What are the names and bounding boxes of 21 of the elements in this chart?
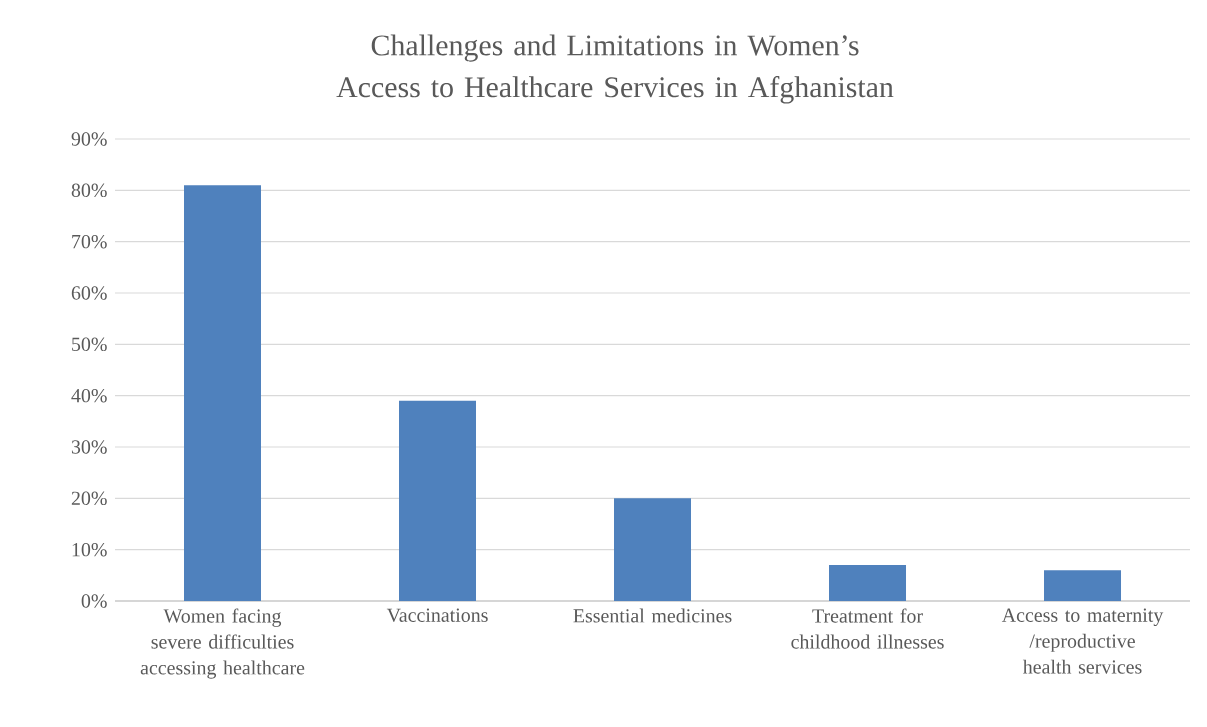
y-tick-label: 20% (71, 491, 107, 506)
y-tick-label: 0% (81, 594, 107, 608)
bar (1044, 570, 1122, 601)
y-tick-label: 80% (71, 183, 107, 198)
bar (614, 498, 691, 601)
x-tick-label: Women facing severe difficulties accessing healthcare (140, 608, 305, 679)
x-tick-label: Essential medicines (573, 608, 732, 623)
y-tick-label: 90% (71, 132, 107, 146)
x-tick-label: Vaccinations (386, 608, 488, 623)
chart-title: Challenges and Limitations in Women’s Access to Healthcare Services in Afghanistan (336, 34, 894, 104)
y-tick-label: 70% (72, 234, 107, 249)
x-tick-label: Access to maternity /reproductive health services (1001, 608, 1164, 674)
x-tick-label: Treatment for childhood illnesses (791, 608, 944, 649)
bar (399, 400, 476, 601)
y-tick-label: 30% (71, 440, 107, 454)
y-tick-label: 10% (72, 542, 107, 557)
bar (829, 565, 907, 601)
bar (184, 185, 261, 601)
y-tick-label: 40% (71, 388, 107, 403)
y-tick-label: 50% (72, 337, 107, 352)
y-tick-label: 60% (71, 286, 107, 300)
